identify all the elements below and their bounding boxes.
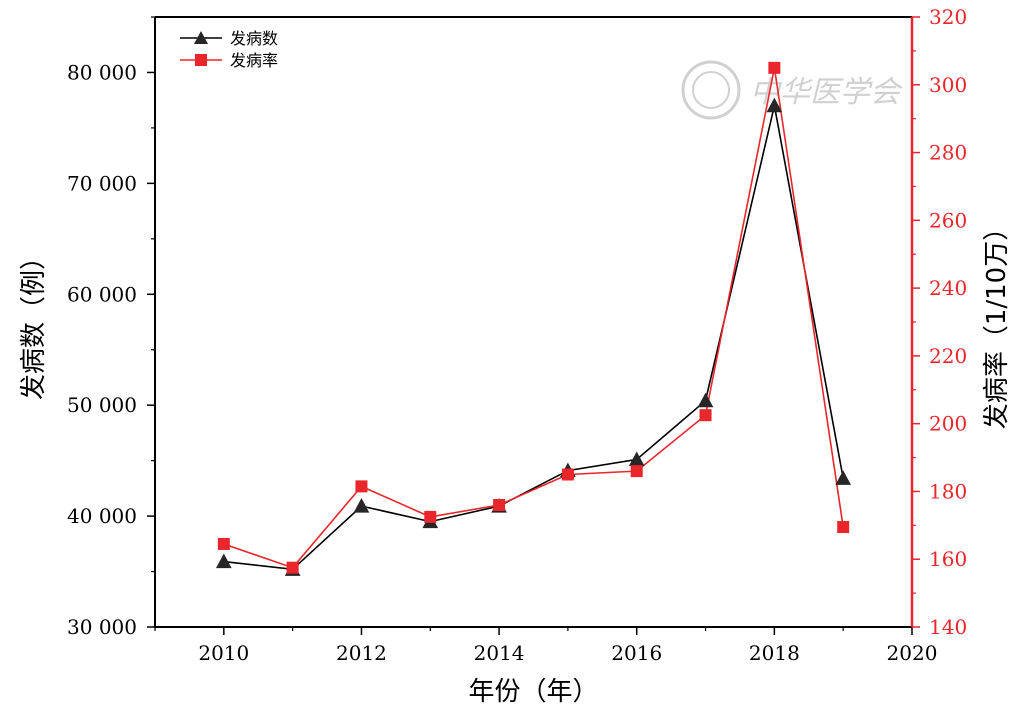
x-tick-label: 2014 bbox=[474, 641, 525, 665]
y-right-tick-label: 280 bbox=[929, 141, 967, 165]
point-cases bbox=[697, 392, 714, 408]
axes: 2010 2012 2014 2016 2018 2020 30 000 40 000 50 0… bbox=[67, 5, 967, 665]
point-rate bbox=[561, 468, 574, 481]
watermark-seal-icon bbox=[681, 60, 741, 120]
x-tick-label: 2010 bbox=[198, 641, 249, 665]
y-left-tick-label: 30 000 bbox=[67, 615, 137, 639]
x-tick-label: 2020 bbox=[887, 641, 938, 665]
legend-square-icon bbox=[195, 54, 207, 66]
y-right-tick-label: 140 bbox=[929, 615, 967, 639]
point-rate bbox=[355, 480, 368, 493]
series-line-cases bbox=[223, 105, 844, 571]
point-rate bbox=[630, 465, 643, 478]
x-axis-title: 年份（年） bbox=[468, 677, 598, 707]
watermark: 中华医学会 bbox=[681, 60, 903, 120]
y-right-tick-label: 180 bbox=[929, 479, 967, 503]
x-tick-label: 2016 bbox=[611, 641, 662, 665]
y-right-tick-label: 220 bbox=[929, 344, 967, 368]
y-left-tick-label: 80 000 bbox=[67, 60, 137, 84]
point-rate bbox=[286, 561, 299, 574]
y-right-tick-label: 300 bbox=[929, 73, 967, 97]
point-rate bbox=[837, 521, 850, 534]
point-cases bbox=[835, 470, 852, 485]
series-lines bbox=[223, 67, 844, 571]
legend-label: 发病数 bbox=[230, 29, 278, 48]
x-tick-label: 2018 bbox=[749, 641, 800, 665]
series-markers bbox=[215, 61, 852, 576]
point-cases bbox=[353, 498, 370, 513]
watermark-seal-inner-icon bbox=[692, 71, 730, 109]
y-axis-right-title: 发病率（1/10万） bbox=[982, 215, 1012, 429]
y-left-tick-label: 50 000 bbox=[67, 393, 137, 417]
y-right-tick-label: 200 bbox=[929, 412, 967, 436]
y-axis-left-title: 发病数（例） bbox=[19, 244, 49, 400]
point-rate bbox=[768, 61, 781, 74]
x-tick-label: 2012 bbox=[336, 641, 387, 665]
legend-label: 发病率 bbox=[230, 51, 278, 70]
point-cases bbox=[766, 97, 783, 113]
y-left-tick-label: 70 000 bbox=[67, 171, 137, 195]
series-line-rate bbox=[223, 67, 844, 569]
y-right-tick-label: 260 bbox=[929, 208, 967, 232]
y-right-tick-label: 240 bbox=[929, 276, 967, 300]
y-left-tick-label: 40 000 bbox=[67, 504, 137, 528]
legend-triangle-icon bbox=[194, 31, 208, 44]
point-rate bbox=[493, 499, 506, 511]
y-right-tick-label: 160 bbox=[929, 547, 967, 571]
y-right-tick-label: 320 bbox=[929, 5, 967, 29]
point-rate bbox=[699, 409, 712, 422]
y-left-tick-label: 60 000 bbox=[67, 282, 137, 306]
point-rate bbox=[424, 510, 437, 523]
point-rate bbox=[217, 537, 230, 550]
point-cases bbox=[215, 553, 232, 569]
